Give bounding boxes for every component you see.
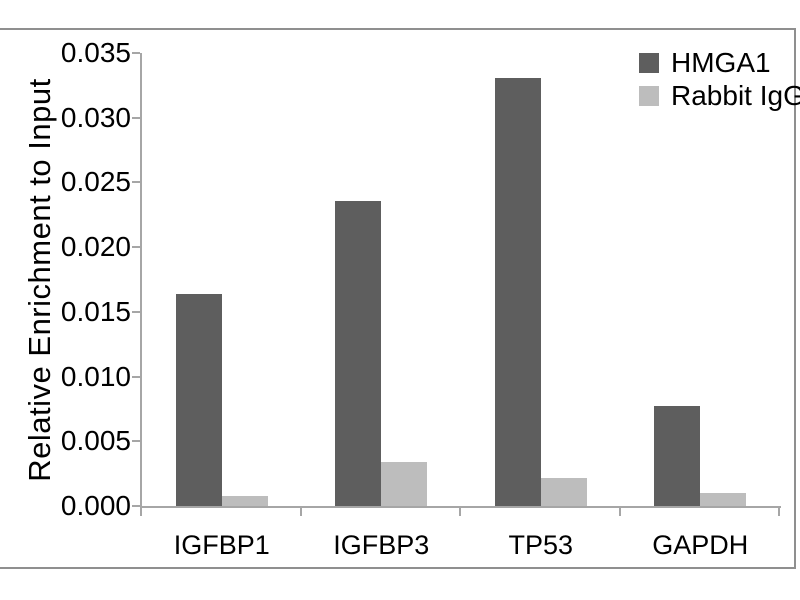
y-tick-label: 0.035 bbox=[60, 37, 131, 68]
bar-hmga1-igfbp1 bbox=[175, 294, 222, 506]
y-tick-label: 0.000 bbox=[60, 490, 131, 521]
y-tick bbox=[132, 181, 140, 184]
y-tick-label: 0.020 bbox=[60, 231, 131, 263]
bar-rabbit-igg-igfbp1 bbox=[221, 496, 268, 506]
bar-rabbit-igg-igfbp3 bbox=[381, 462, 428, 506]
bar-hmga1-gapdh bbox=[654, 406, 701, 506]
category-label: IGFBP1 bbox=[173, 530, 270, 560]
category-label: IGFBP3 bbox=[333, 530, 430, 560]
chart-frame bbox=[0, 28, 796, 569]
bar-rabbit-igg-gapdh bbox=[700, 493, 747, 506]
x-tick bbox=[618, 506, 621, 516]
bar-rabbit-igg-tp53 bbox=[540, 478, 587, 506]
legend-item-hmga1: HMGA1 bbox=[639, 49, 800, 77]
bar-hmga1-tp53 bbox=[494, 78, 541, 506]
legend: HMGA1 Rabbit IgG bbox=[639, 49, 800, 119]
y-tick bbox=[132, 246, 140, 249]
y-tick bbox=[132, 310, 140, 313]
legend-item-rabbit-igg: Rabbit IgG bbox=[639, 82, 800, 110]
y-tick-label: 0.030 bbox=[60, 101, 131, 133]
x-tick bbox=[299, 506, 302, 516]
legend-swatch-rabbit-igg bbox=[639, 86, 659, 106]
x-tick bbox=[140, 506, 142, 516]
bar-hmga1-igfbp3 bbox=[335, 201, 382, 506]
y-tick-label: 0.005 bbox=[60, 425, 131, 457]
y-tick-label: 0.010 bbox=[60, 360, 131, 392]
legend-label-rabbit-igg: Rabbit IgG bbox=[671, 80, 800, 111]
y-tick bbox=[132, 52, 140, 54]
category-label: TP53 bbox=[508, 530, 574, 560]
y-tick bbox=[132, 375, 140, 378]
y-tick-label: 0.015 bbox=[60, 295, 131, 327]
y-axis-line bbox=[140, 53, 142, 508]
y-tick-label: 0.025 bbox=[60, 166, 131, 198]
category-label: GAPDH bbox=[652, 530, 749, 560]
legend-label-hmga1: HMGA1 bbox=[671, 47, 771, 78]
y-tick bbox=[132, 116, 140, 119]
y-tick bbox=[132, 440, 140, 443]
x-tick bbox=[459, 506, 461, 516]
y-tick bbox=[132, 505, 140, 507]
legend-swatch-hmga1 bbox=[639, 53, 659, 73]
x-tick bbox=[778, 506, 780, 516]
